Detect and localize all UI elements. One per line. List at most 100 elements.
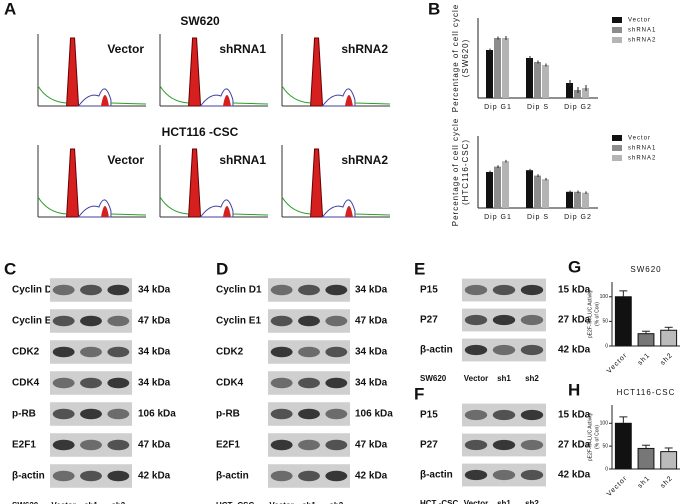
band [80,377,102,389]
panel-label: H [568,380,580,399]
protein-name: E2F1 [216,440,240,451]
x-tick-label: Dip G2 [564,214,592,221]
band [492,439,516,451]
legend-label: Vector [628,136,651,142]
band [520,314,544,326]
y-label: Percentage of cell cycle [451,4,460,113]
plot-label: shRNA1 [219,153,266,167]
plot-label: shRNA1 [219,42,266,56]
kda-label: 47 kDa [138,440,171,451]
lane-label: sh1 [302,501,316,504]
legend-swatch [612,17,622,23]
band [52,470,75,482]
protein-name: Cyclin E1 [12,316,57,327]
band [270,346,293,358]
kda-label: 34 kDa [138,378,171,389]
band [325,439,348,451]
y-tick-label: 0 [605,466,608,472]
x-tick-label: Vector [606,475,629,498]
kda-label: 34 kDa [138,285,171,296]
g1-peak [66,37,80,107]
plot-label: shRNA2 [341,42,388,56]
band [107,377,130,389]
band [107,346,130,358]
debris [281,196,391,216]
band [464,469,488,481]
cell-line: HCT -CSC [420,499,458,504]
kda-label: 42 kDa [558,345,591,356]
band [52,315,75,327]
band [520,409,544,421]
debris [37,196,147,216]
bar [526,58,533,98]
x-tick-label: Dip S [527,214,549,221]
band [107,284,130,296]
kda-label: 34 kDa [138,347,171,358]
band [298,315,320,327]
lane-label: sh2 [111,501,125,504]
bar [486,50,493,98]
panel-label: B [428,0,440,18]
bar [660,451,678,470]
bar [566,83,573,98]
group-title: SW620 [180,14,220,28]
protein-name: P15 [420,410,438,421]
legend-swatch [612,37,622,43]
g2-peak [100,95,109,106]
protein-name: CDK2 [12,347,40,358]
band [52,439,75,451]
protein-name: β-actin [12,471,45,482]
band [520,469,544,481]
cell-line: SW620 [420,374,447,383]
band [298,346,320,358]
x-tick-label: sh1 [637,475,652,490]
group-title: HCT116 -CSC [162,125,239,139]
band [52,377,75,389]
bar [637,447,655,470]
band [464,284,488,296]
band [270,315,293,327]
kda-label: 34 kDa [355,347,388,358]
band [270,284,293,296]
legend-swatch [612,27,622,33]
band [298,439,320,451]
debris [159,85,269,105]
band [80,315,102,327]
g1-peak [188,148,202,218]
bar [534,175,541,208]
panel-label: F [414,384,424,403]
debris [37,85,147,105]
cell-line: HCT -CSC [216,501,254,504]
bar [502,161,509,208]
panel-label: A [4,0,16,18]
band [520,439,544,451]
kda-label: 47 kDa [138,316,171,327]
x-tick-label: sh1 [637,352,652,367]
band [520,344,544,356]
bar [486,172,493,208]
protein-name: P27 [420,315,438,326]
panel-label: G [568,257,581,276]
plot-label: Vector [107,153,144,167]
protein-name: E2F1 [12,440,36,451]
band [325,470,348,482]
band [52,408,75,420]
band [107,439,130,451]
chart-title: SW620 [630,265,661,274]
y-tick-label: 100 [600,294,609,300]
s-phase [321,88,356,107]
kda-label: 42 kDa [558,470,591,481]
y-label: (HTC116-CSC) [461,139,470,205]
kda-label: 15 kDa [558,410,591,421]
band [52,284,75,296]
protein-name: Cyclin D1 [216,285,262,296]
band [464,344,488,356]
y-label: (% of Con) [594,302,600,326]
lane-label: sh2 [329,501,343,504]
band [270,377,293,389]
legend-label: shRNA1 [628,28,656,34]
lane-label: sh1 [497,374,511,383]
bar [582,192,589,208]
bar [566,191,573,208]
